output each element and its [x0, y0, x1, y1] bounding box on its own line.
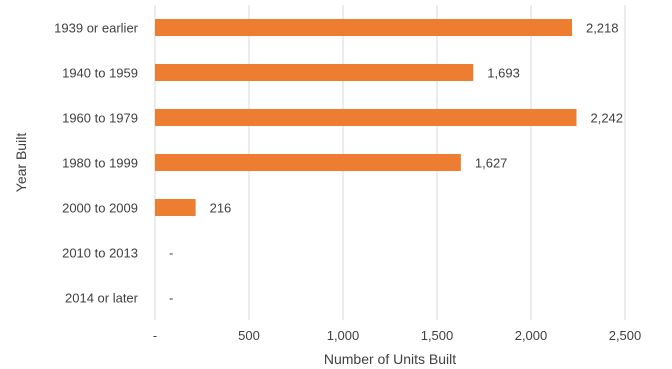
bar: [155, 154, 461, 171]
x-axis-title: Number of Units Built: [324, 351, 456, 367]
data-label: 216: [210, 201, 232, 216]
category-label: 1939 or earlier: [54, 21, 138, 36]
x-tick-labels: - 500 1,000 1,500 2,000 2,500: [153, 328, 641, 343]
data-labels: 2,218 1,693 2,242 1,627 216 - -: [169, 21, 623, 306]
bar: [155, 199, 196, 216]
data-label: -: [169, 246, 173, 261]
data-label: 1,627: [475, 156, 508, 171]
x-tick-label: 2,000: [515, 328, 548, 343]
data-label: 2,242: [590, 111, 623, 126]
category-label: 2014 or later: [65, 291, 139, 306]
x-tick-label: -: [153, 328, 157, 343]
category-label: 1940 to 1959: [62, 66, 138, 81]
category-label: 2000 to 2009: [62, 201, 138, 216]
category-labels: 1939 or earlier 1940 to 1959 1960 to 1979 1…: [54, 21, 138, 306]
x-tick-label: 2,500: [609, 328, 642, 343]
category-label: 1960 to 1979: [62, 111, 138, 126]
x-tick-label: 1,000: [327, 328, 360, 343]
data-label: 2,218: [586, 21, 619, 36]
category-label: 1980 to 1999: [62, 156, 138, 171]
bar: [155, 109, 577, 126]
x-tick-label: 1,500: [421, 328, 454, 343]
bar: [155, 19, 572, 36]
data-label: 1,693: [487, 66, 520, 81]
bars: [155, 19, 577, 216]
data-label: -: [169, 291, 173, 306]
y-axis-title: Year Built: [13, 133, 29, 193]
bar: [155, 64, 474, 81]
x-tick-label: 500: [238, 328, 260, 343]
category-label: 2010 to 2013: [62, 246, 138, 261]
